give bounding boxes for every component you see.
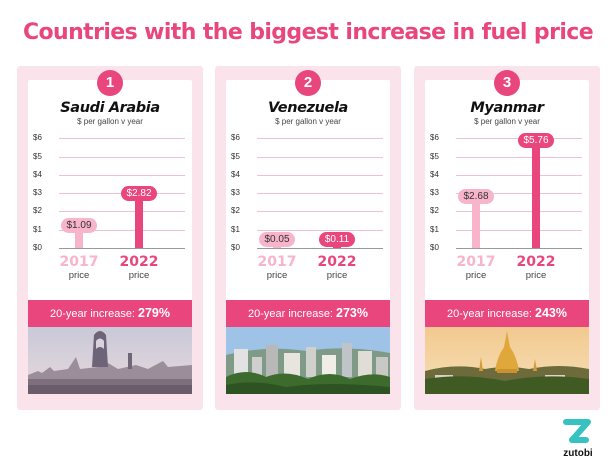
x-axis-baseline xyxy=(59,248,185,249)
city-photo xyxy=(226,327,390,394)
y-tick-label: $0 xyxy=(430,243,439,252)
gridline xyxy=(59,229,185,231)
bar-2017 xyxy=(75,228,83,248)
y-tick-label: $0 xyxy=(231,243,240,252)
bar-2017 xyxy=(472,198,480,248)
y-tick-label: $3 xyxy=(33,188,42,198)
y-tick-label: $5 xyxy=(231,151,240,161)
country-name: Myanmar xyxy=(470,100,544,116)
bar-2022 xyxy=(135,196,143,248)
gridline xyxy=(456,156,582,158)
city-photo xyxy=(425,327,589,394)
increase-label: 20-year increase: xyxy=(248,308,333,320)
country-name: Venezuela xyxy=(268,100,348,116)
y-tick-label: $6 xyxy=(231,133,240,143)
riyadh-skyline-photo xyxy=(28,327,192,394)
gridline xyxy=(59,156,185,158)
increase-label: 20-year increase: xyxy=(447,308,532,320)
y-tick-label: $1 xyxy=(430,224,439,234)
price-label: price xyxy=(68,270,90,281)
year-label-2017: 2017 xyxy=(456,254,496,270)
increase-value: 279% xyxy=(138,306,170,320)
gridline xyxy=(456,174,582,176)
y-tick-label: $5 xyxy=(33,151,42,161)
y-tick-label: $3 xyxy=(430,188,439,198)
gridline xyxy=(456,229,582,231)
year-label-2017: 2017 xyxy=(257,254,297,270)
unit-label: $ per gallon v year xyxy=(275,117,341,126)
y-tick-label: $3 xyxy=(231,188,240,198)
x-axis-baseline xyxy=(257,248,383,249)
country-card: 2 Venezuela $ per gallon v year $0 $1 $2 $3 $4 $… xyxy=(215,66,401,410)
brand-name: zutobi xyxy=(563,448,593,459)
bar-2017 xyxy=(273,247,281,248)
zutobi-logo-icon xyxy=(563,419,591,443)
y-tick-label: $4 xyxy=(231,169,240,179)
x-axis-baseline xyxy=(456,248,582,249)
gridline xyxy=(59,138,185,140)
y-tick-label: $2 xyxy=(33,206,42,216)
city-photo xyxy=(28,327,192,394)
data-label-2022: $2.82 xyxy=(121,186,157,202)
increase-banner: 20-year increase: 243% xyxy=(425,300,589,327)
country-card: 3 Myanmar $ per gallon v year $0 $1 $2 $3 $4 $5 $… xyxy=(414,66,600,410)
price-label: price xyxy=(465,270,487,281)
price-label: price xyxy=(128,270,150,281)
gridline xyxy=(257,193,383,195)
y-tick-label: $2 xyxy=(231,206,240,216)
y-tick-label: $4 xyxy=(33,169,42,179)
gridline xyxy=(257,138,383,140)
y-tick-label: $2 xyxy=(430,206,439,216)
zutobi-logo: zutobi xyxy=(560,418,596,462)
data-label-2022: $5.76 xyxy=(518,132,554,148)
page-title: Countries with the biggest increase in f… xyxy=(22,20,594,45)
gridline xyxy=(456,211,582,213)
price-label: price xyxy=(525,270,547,281)
data-label-2017: $1.09 xyxy=(61,218,97,234)
country-name: Saudi Arabia xyxy=(60,100,160,116)
myanmar-pagoda-photo xyxy=(425,327,589,394)
increase-banner: 20-year increase: 279% xyxy=(28,300,192,327)
rank-badge: 1 xyxy=(97,70,123,96)
increase-value: 273% xyxy=(336,306,368,320)
unit-label: $ per gallon v year xyxy=(77,117,143,126)
increase-banner: 20-year increase: 273% xyxy=(226,300,390,327)
data-label-2017: $2.68 xyxy=(458,188,494,204)
data-label-2017: $0.05 xyxy=(259,232,295,247)
gridline xyxy=(257,174,383,176)
data-label-2022: $0.11 xyxy=(319,232,355,247)
year-label-2022: 2022 xyxy=(317,254,357,270)
y-tick-label: $1 xyxy=(231,224,240,234)
gridline xyxy=(456,193,582,195)
bar-2022 xyxy=(532,142,540,248)
unit-label: $ per gallon v year xyxy=(474,117,540,126)
gridline xyxy=(257,156,383,158)
y-tick-label: $6 xyxy=(430,133,439,143)
year-label-2022: 2022 xyxy=(119,254,159,270)
y-tick-label: $5 xyxy=(430,151,439,161)
caracas-city-photo xyxy=(226,327,390,394)
gridline xyxy=(59,174,185,176)
price-label: price xyxy=(266,270,288,281)
year-label-2017: 2017 xyxy=(59,254,99,270)
year-label-2022: 2022 xyxy=(516,254,556,270)
country-card: 1 Saudi Arabia $ per gallon v year $0 $1 $2 $3… xyxy=(17,66,203,410)
rank-badge: 2 xyxy=(295,70,321,96)
increase-label: 20-year increase: xyxy=(50,308,135,320)
y-tick-label: $1 xyxy=(33,224,42,234)
y-tick-label: $6 xyxy=(33,133,42,143)
gridline xyxy=(59,211,185,213)
y-tick-label: $4 xyxy=(430,169,439,179)
increase-value: 243% xyxy=(535,306,567,320)
y-tick-label: $0 xyxy=(33,243,42,252)
gridline xyxy=(257,229,383,231)
price-label: price xyxy=(326,270,348,281)
rank-badge: 3 xyxy=(494,70,520,96)
gridline xyxy=(257,211,383,213)
